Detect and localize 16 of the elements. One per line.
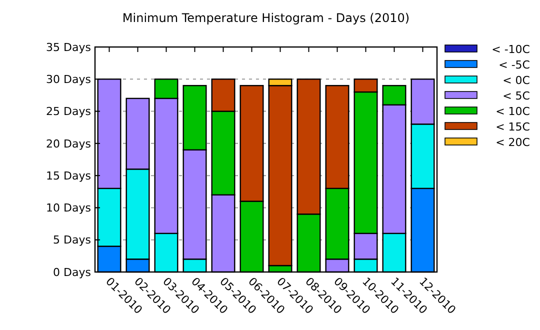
y-tick-label: 15 Days bbox=[46, 169, 92, 182]
legend-label: < 5C bbox=[502, 89, 530, 102]
legend-label: < 15C bbox=[496, 120, 530, 134]
y-tick-label: 5 Days bbox=[53, 234, 92, 247]
legend-label: < 10C bbox=[496, 104, 530, 118]
chart-title: Minimum Temperature Histogram - Days (2010) bbox=[122, 11, 410, 25]
legend-label: < -10C bbox=[492, 42, 530, 56]
y-tick-label: 30 Days bbox=[46, 72, 92, 86]
legend-label: < 0C bbox=[502, 74, 530, 87]
legend-label: < -5C bbox=[498, 58, 530, 72]
legend-label: < 20C bbox=[496, 136, 530, 149]
y-tick-label: 25 Days bbox=[46, 105, 92, 118]
y-tick-label: 10 Days bbox=[46, 202, 92, 215]
y-tick-label: 35 Days bbox=[46, 40, 92, 54]
y-tick-label: 20 Days bbox=[46, 137, 92, 150]
y-tick-label: 0 Days bbox=[53, 266, 92, 279]
